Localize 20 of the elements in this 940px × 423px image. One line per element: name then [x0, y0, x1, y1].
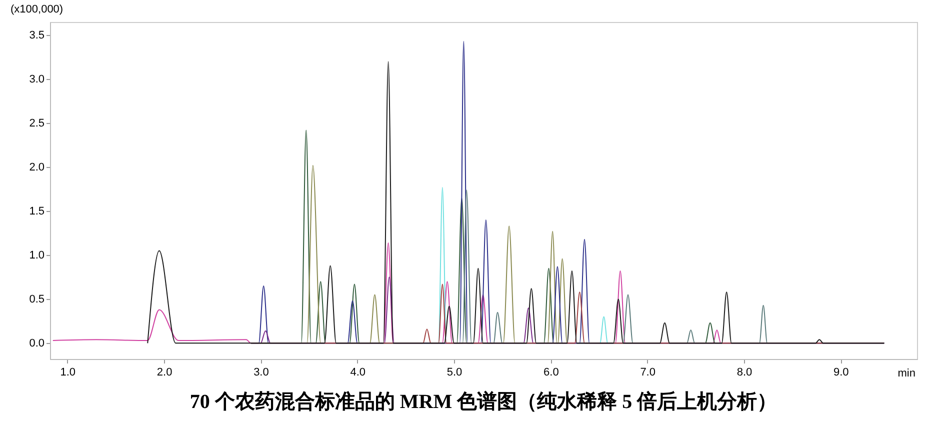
- x-tick-label: 1.0: [60, 366, 76, 378]
- x-tick-label: 2.0: [156, 366, 172, 378]
- y-tick-label: 1.5: [29, 206, 44, 218]
- x-tick-label: 6.0: [544, 366, 559, 378]
- x-tick-label: 3.0: [254, 366, 269, 378]
- y-tick-label: 1.0: [29, 250, 44, 262]
- text: 70 个农药混合标准品的 MRM 色谱图（纯水稀释 5 倍后上机分析）: [190, 390, 778, 413]
- x-tick-label: 4.0: [350, 366, 366, 378]
- x-axis-title: min: [898, 368, 916, 380]
- y-tick-label: 2.0: [29, 162, 44, 174]
- y-tick-label: 3.0: [29, 74, 44, 86]
- y-tick-label: 3.5: [29, 30, 44, 42]
- x-tick-label: 7.0: [640, 366, 656, 378]
- x-tick-label: 5.0: [446, 366, 462, 378]
- x-tick-label: 8.0: [736, 366, 752, 378]
- x-tick-label: 9.0: [833, 366, 849, 378]
- y-tick-label: 0.5: [29, 294, 44, 306]
- y-tick-label: 2.5: [29, 118, 44, 130]
- y-axis-title: (x100,000): [10, 4, 64, 16]
- y-tick-label: 0.0: [29, 338, 44, 350]
